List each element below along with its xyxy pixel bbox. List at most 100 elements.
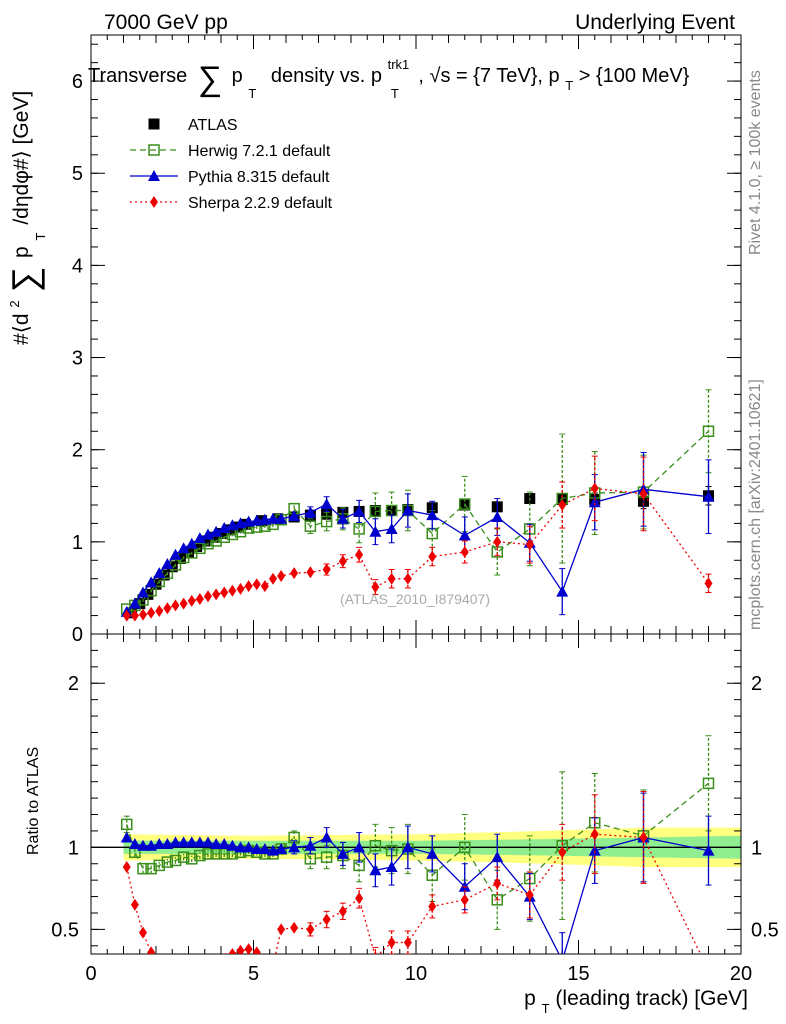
data-point [458, 529, 471, 541]
data-point [336, 512, 349, 524]
legend-marker [148, 144, 160, 156]
data-point [702, 425, 715, 438]
series-herwig-7-2-1-default [121, 389, 715, 615]
data-point [158, 569, 170, 581]
ratio-data-point [226, 839, 239, 851]
ratio-data-point [242, 841, 255, 853]
ratio-data-point [426, 847, 439, 859]
ratio-ytick-label: 0.5 [51, 919, 79, 941]
data-point [166, 561, 178, 573]
main-ytick-label: 3 [72, 348, 83, 370]
ratio-data-point [261, 964, 269, 976]
data-point [320, 498, 333, 510]
data-point [193, 532, 206, 544]
ylabel-prefix: #⟨d [10, 313, 33, 345]
ratio-series-pythia-8-315-default [120, 792, 715, 954]
ratio-data-point [121, 818, 133, 831]
ratio-data-point [212, 955, 220, 967]
data-point [588, 496, 601, 508]
analysis-watermark: (ATLAS_2010_I879407) [340, 591, 490, 607]
data-point [491, 510, 504, 522]
ratio-xtick-label: 15 [567, 963, 589, 985]
title-sub-t3: T [565, 78, 573, 93]
data-point [639, 487, 648, 500]
ratio-data-point [403, 936, 412, 949]
ylabel-p: p [10, 246, 33, 258]
data-point [122, 609, 131, 622]
ratio-data-point [338, 905, 347, 918]
ratio-data-point [385, 861, 398, 873]
ratio-data-point [369, 839, 382, 852]
data-point [252, 578, 261, 591]
ratio-data-point [228, 948, 237, 954]
ratio-data-point [153, 859, 165, 872]
data-point [150, 578, 162, 590]
legend-item-herwig-7-2-1-default: Herwig 7.2.1 default [130, 143, 331, 160]
ratio-data-point [590, 828, 599, 841]
data-point [306, 566, 315, 579]
data-point [369, 505, 382, 518]
data-point [290, 567, 299, 580]
data-point [155, 604, 164, 617]
ratio-data-point [639, 831, 648, 844]
ratio-data-point [128, 838, 141, 850]
data-point [228, 584, 237, 597]
upper-y-label: #⟨d 2 ∑ p T /dηdφ#⟩ [GeV] [4, 91, 48, 345]
ratio-data-point [223, 952, 225, 954]
ratio-data-point [493, 877, 502, 890]
legend: ATLAS Herwig 7.2.1 default Pythia 8.315 de… [130, 117, 333, 212]
ylabel-sub-t: T [33, 232, 48, 240]
ratio-data-point [172, 961, 180, 973]
ratio-data-point [177, 851, 190, 863]
data-point [130, 609, 139, 622]
legend-label: Herwig 7.2.1 default [188, 143, 331, 160]
ylabel-sum-symbol: ∑ [4, 267, 45, 293]
mcplots-label: mcplots.cern.ch [arXiv:2401.10621] [747, 379, 764, 630]
ratio-data-point [193, 836, 206, 848]
ratio-data-point [155, 956, 163, 968]
data-point [426, 509, 439, 521]
svg-text:Transverse ∑ p: Transverse ∑ p T density vs. p trk1 T , … [88, 52, 690, 103]
legend-item-sherpa-2-2-9-default: Sherpa 2.2.9 default [130, 195, 333, 212]
data-point [371, 581, 380, 594]
data-point [320, 515, 333, 528]
title-tail1: , √s = {7 TeV}, p [418, 65, 559, 87]
series-sherpa-2-2-9-default [122, 455, 713, 622]
data-point [169, 548, 182, 560]
data-point [153, 567, 166, 579]
legend-marker [148, 118, 160, 130]
ratio-data-point [202, 836, 214, 848]
ratio-ytick-label-right: 2 [751, 673, 762, 695]
data-point [202, 528, 214, 540]
data-point [269, 572, 277, 585]
ratio-data-point [147, 946, 156, 954]
ratio-data-point [705, 964, 713, 976]
title-p: p [232, 65, 243, 87]
ratio-data-point [401, 841, 414, 853]
data-point [304, 520, 317, 532]
ratio-data-point [269, 959, 277, 971]
ratio-data-point [194, 849, 206, 862]
data-point [258, 513, 271, 525]
data-point [207, 531, 219, 543]
data-point [204, 590, 212, 603]
data-point [191, 540, 203, 552]
legend-label: Pythia 8.315 default [188, 169, 330, 186]
title-sub-t: T [248, 86, 256, 101]
ratio-data-point [137, 839, 149, 851]
data-point [386, 505, 398, 517]
title-mid: density vs. p [271, 65, 382, 87]
ratio-data-point [137, 862, 149, 875]
data-point [288, 510, 301, 522]
legend-item-atlas: ATLAS [148, 117, 238, 134]
ratio-data-point [277, 923, 286, 936]
ratio-data-point [428, 900, 437, 913]
data-point [163, 602, 172, 615]
data-point [185, 537, 198, 549]
main-ytick-label: 2 [72, 440, 83, 462]
ratio-data-point [491, 851, 504, 863]
data-point [556, 585, 569, 597]
ylabel-rest: /dηdφ#⟩ [GeV] [10, 91, 33, 225]
data-point [702, 490, 715, 502]
ratio-data-point [304, 839, 317, 851]
